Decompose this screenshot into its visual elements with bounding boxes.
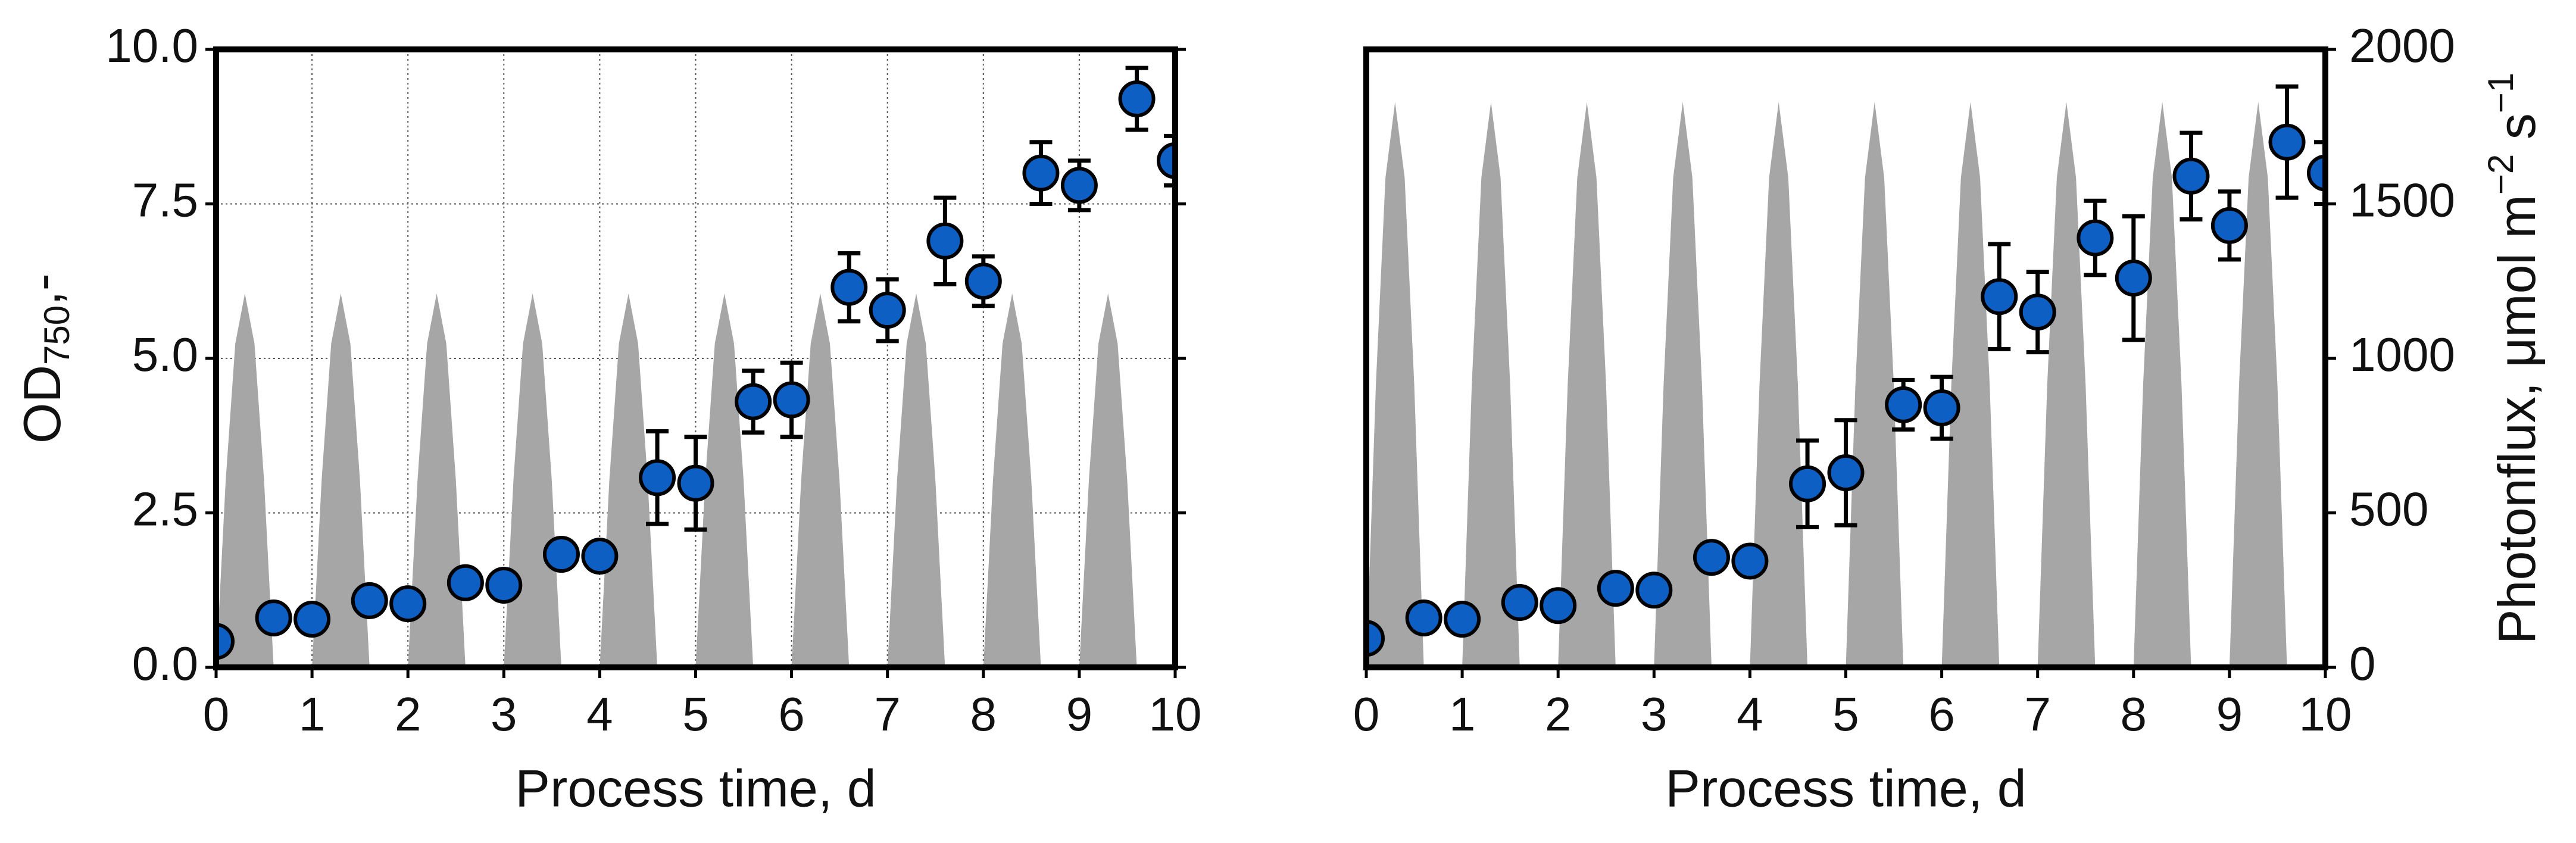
data-point [581, 538, 619, 575]
data-point [1731, 542, 1769, 580]
x-tick-label: 4 [586, 688, 613, 741]
data-point [1885, 386, 1922, 423]
x-tick-label: 3 [1641, 688, 1668, 741]
data-point [1693, 539, 1730, 576]
data-point [351, 582, 388, 619]
y2-axis-label: Photonflux, μmol m−2 s−1 [2481, 73, 2546, 644]
y2-axis-label-part: −1 [2481, 73, 2521, 113]
data-point [389, 585, 427, 623]
y-tick-label: 5.0 [132, 328, 198, 381]
y2-tick-label: 2000 [2349, 19, 2455, 72]
data-point [1923, 389, 1960, 427]
light-area [1366, 102, 2287, 667]
data-point [2077, 219, 2114, 257]
y-axis-label-main: OD [13, 365, 71, 444]
y2-axis-label-part: s [2487, 113, 2546, 154]
y2-tick-label: 500 [2349, 483, 2428, 536]
x-axis-label: Process time, d [1665, 758, 2026, 817]
y2-tick-label: 1500 [2349, 174, 2455, 227]
y2-tick-label: 0 [2349, 637, 2376, 690]
data-point [1157, 142, 1175, 179]
data-point [255, 599, 292, 636]
x-tick-label: 6 [1928, 688, 1955, 741]
data-point [1060, 167, 1098, 204]
data-point [1405, 599, 1442, 636]
light-area [216, 294, 1137, 667]
y-tick-label: 0.0 [132, 637, 198, 690]
data-point [1444, 601, 1481, 638]
data-point [1540, 587, 1577, 625]
data-point [2307, 154, 2325, 192]
data-point [639, 459, 676, 497]
data-point [1118, 80, 1156, 118]
x-tick-label: 10 [1149, 688, 1202, 741]
data-point [446, 564, 484, 601]
x-tick-label: 6 [778, 688, 805, 741]
y2-axis-label-part: Photonflux, μmol m [2487, 195, 2546, 644]
x-axis-label: Process time, d [515, 758, 876, 817]
data-point [293, 601, 331, 638]
data-point [926, 222, 964, 260]
data-point [2268, 123, 2306, 161]
x-tick-label: 10 [2299, 688, 2352, 741]
x-tick-label: 0 [203, 688, 230, 741]
x-tick-label: 8 [2121, 688, 2147, 741]
x-tick-label: 2 [1545, 688, 1572, 741]
data-point [2172, 157, 2210, 195]
plot-area [216, 49, 1175, 667]
x-tick-label: 0 [1353, 688, 1380, 741]
data-point [735, 383, 772, 420]
y-tick-label: 2.5 [132, 483, 198, 536]
data-point [1366, 620, 1385, 657]
y-axis-label-tail: ,- [13, 273, 71, 305]
x-tick-label: 4 [1737, 688, 1763, 741]
data-point [485, 566, 523, 604]
y2-tick-label: 1000 [2349, 328, 2455, 381]
error-bar [2314, 140, 2325, 206]
plot-area [1366, 84, 2325, 667]
x-tick-label: 2 [395, 688, 421, 741]
data-point [773, 381, 810, 419]
x-tick-label: 8 [970, 688, 997, 741]
y-axis-label-sub: 750 [37, 305, 77, 365]
error-bar [1164, 133, 1175, 188]
x-tick-label: 5 [1832, 688, 1859, 741]
x-tick-label: 5 [682, 688, 709, 741]
x-tick-label: 1 [1449, 688, 1476, 741]
data-point [1022, 154, 1060, 192]
y-axis-label: OD750,- [13, 273, 77, 444]
y-tick-label: 7.5 [132, 174, 198, 227]
data-point [964, 263, 1002, 300]
data-point [869, 292, 906, 329]
x-tick-label: 9 [1066, 688, 1093, 741]
data-point [1597, 570, 1634, 607]
data-point [830, 268, 868, 306]
data-point [2210, 207, 2248, 244]
data-point [1981, 278, 2018, 316]
data-point [1501, 584, 1538, 622]
data-point [677, 464, 714, 502]
data-point [542, 536, 580, 573]
data-point [2019, 294, 2056, 331]
data-point [1789, 465, 1826, 502]
x-tick-label: 3 [491, 688, 517, 741]
y2-axis-label-part: −2 [2481, 154, 2521, 195]
data-point [1827, 454, 1865, 492]
data-point [216, 623, 235, 660]
x-tick-label: 1 [299, 688, 326, 741]
x-tick-label: 9 [2216, 688, 2243, 741]
y-tick-label: 10.0 [105, 19, 198, 72]
data-point [1635, 572, 1673, 609]
data-point [2115, 260, 2152, 297]
x-tick-label: 7 [874, 688, 901, 741]
x-tick-label: 7 [2024, 688, 2051, 741]
